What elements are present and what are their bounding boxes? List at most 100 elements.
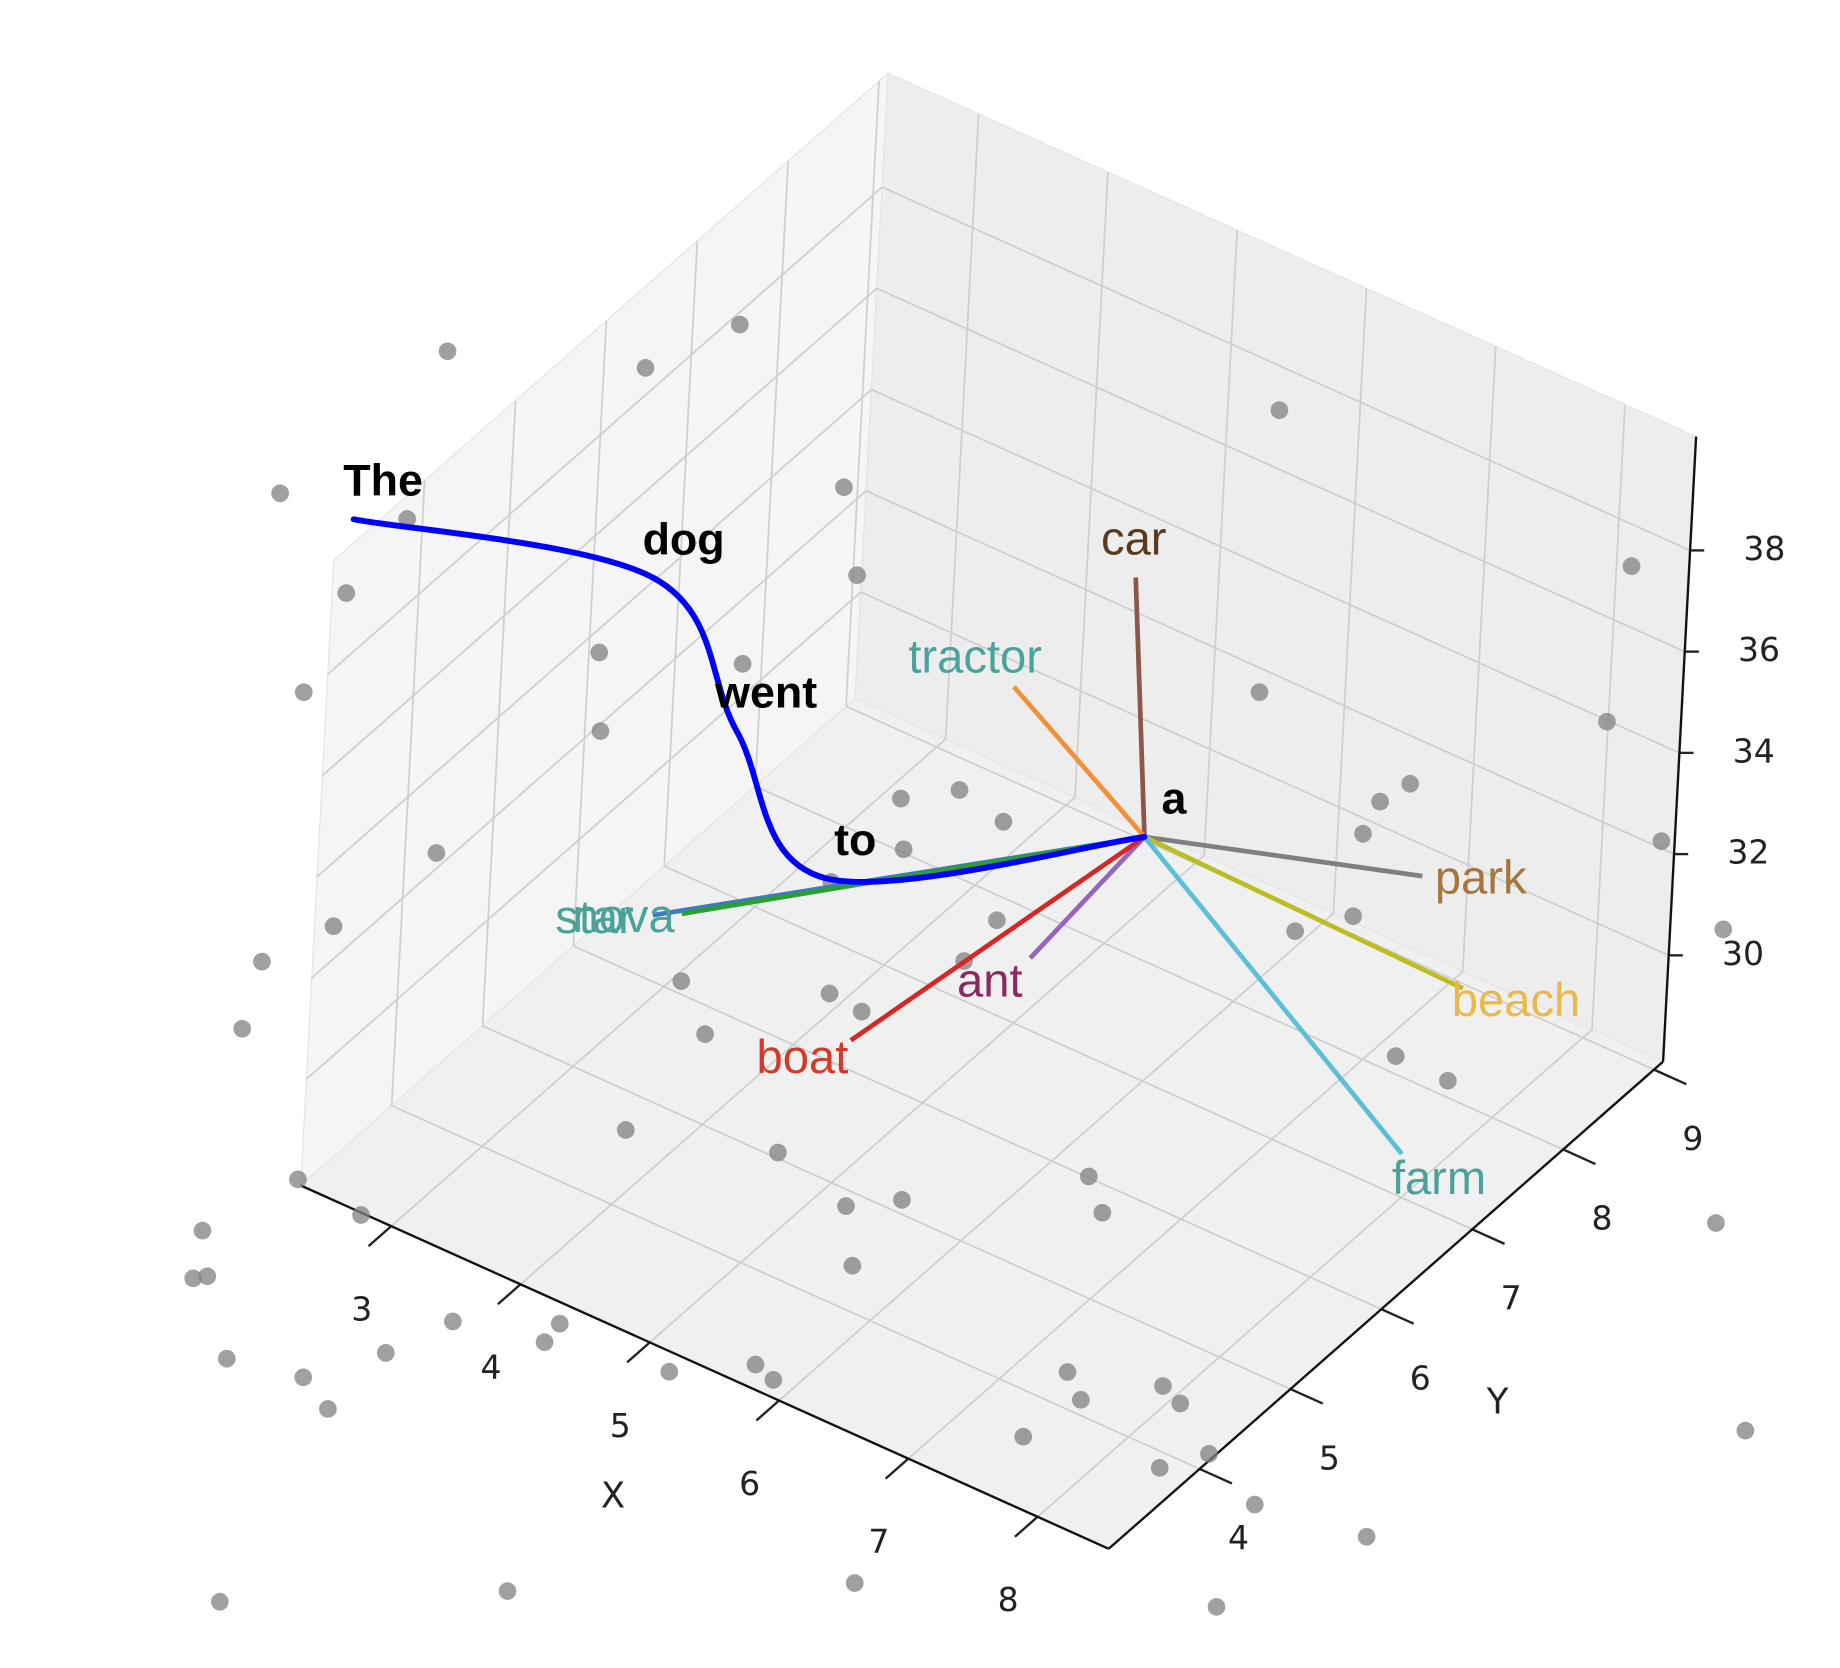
sentence-word: a: [1161, 773, 1187, 823]
grid-line: [876, 287, 1686, 653]
scatter-point: [535, 1333, 554, 1352]
grid-line: [1461, 346, 1497, 972]
x-tick-label: 8: [998, 1580, 1019, 1619]
neighbor-word: car: [1101, 512, 1167, 565]
scatter-point: [337, 584, 356, 602]
grid-line: [871, 388, 1680, 754]
grid-line: [391, 1104, 1200, 1470]
x-tick-label: 6: [739, 1464, 760, 1503]
grid-line: [573, 945, 1382, 1311]
scatter-point: [1371, 792, 1389, 811]
grid-line: [907, 970, 1464, 1460]
scatter-point: [769, 1143, 787, 1162]
scatter-point: [660, 1362, 679, 1381]
scatter-point: [1652, 832, 1671, 851]
scatter-point: [217, 1349, 236, 1368]
scatter-point: [845, 1574, 864, 1592]
x-axis-label: X: [601, 1476, 625, 1517]
z-tick-label: 32: [1727, 833, 1769, 872]
z-tick-label: 30: [1722, 934, 1764, 973]
neighbor-word: park: [1435, 851, 1527, 904]
grid-line: [572, 320, 608, 946]
x-tick: [884, 1457, 910, 1480]
scatter-point: [319, 1400, 337, 1418]
scatter-point: [696, 1025, 714, 1043]
neighbor-word: ant: [957, 953, 1023, 1006]
scatter-point: [193, 1221, 212, 1240]
scatter-point: [210, 1592, 229, 1611]
scatter-point: [233, 1019, 252, 1038]
y-tick-label: 4: [1228, 1518, 1249, 1557]
scatter-point: [1401, 774, 1420, 793]
y-axis-label: Y: [1486, 1382, 1509, 1423]
scatter-point: [636, 359, 655, 377]
scatter-point: [843, 1256, 862, 1275]
scatter-point: [764, 1371, 783, 1389]
y-tick: [1562, 1148, 1596, 1166]
scatter-point: [1357, 1527, 1376, 1546]
scatter-point: [1344, 907, 1363, 926]
scatter-point: [1286, 922, 1304, 941]
scatter-point: [324, 917, 343, 936]
grid-line: [663, 865, 1473, 1231]
x-tick: [367, 1225, 393, 1248]
sentence-word: dog: [643, 515, 725, 565]
scatter-point: [1072, 1390, 1090, 1409]
grid-line: [1203, 230, 1239, 856]
neighbor-word: farm: [1392, 1151, 1486, 1204]
scatter-point: [733, 654, 752, 673]
y-tick: [1289, 1387, 1324, 1405]
scatter-point: [1058, 1363, 1077, 1381]
x-tick-label: 7: [868, 1522, 889, 1561]
x-tick: [1014, 1515, 1039, 1538]
sentence-word: The: [343, 456, 423, 506]
y-tick-label: 5: [1319, 1438, 1340, 1477]
scatter-point: [1245, 1495, 1264, 1514]
scatter-point: [438, 342, 457, 361]
scatter-point: [994, 812, 1013, 831]
y-tick-label: 7: [1501, 1279, 1522, 1318]
grid-line: [1037, 1029, 1593, 1518]
z-axis: [1661, 436, 1698, 1062]
grid-line: [663, 240, 699, 867]
scatter-point: [1736, 1421, 1755, 1440]
scatter-point: [1200, 1444, 1218, 1463]
scatter-point: [1093, 1203, 1112, 1222]
scatter-point: [1154, 1377, 1172, 1395]
scatter-point: [1354, 824, 1372, 843]
scatter-point: [1714, 920, 1733, 939]
y-tick-label: 6: [1410, 1358, 1431, 1397]
sentence-path: [350, 516, 1148, 885]
grid-line: [482, 1024, 1291, 1390]
grid-line: [390, 480, 426, 1106]
grid-line: [481, 400, 517, 1026]
scatter-point: [730, 315, 749, 334]
scatter-point: [1386, 1047, 1405, 1065]
sentence-word: went: [714, 668, 817, 718]
scatter-point: [198, 1267, 217, 1286]
y-axis: [1107, 1060, 1664, 1550]
scatter-point: [271, 484, 289, 503]
x-tick: [755, 1399, 780, 1422]
neighbor-line: [1133, 577, 1147, 837]
grid-line: [865, 490, 1675, 855]
scatter-point: [1707, 1214, 1725, 1232]
neighbor-word: nova: [572, 889, 675, 942]
x-tick-label: 3: [351, 1290, 372, 1329]
scatter-point: [498, 1582, 517, 1600]
scatter-point: [1622, 557, 1641, 576]
x-tick-label: 5: [610, 1406, 631, 1445]
z-tick-label: 36: [1738, 630, 1780, 669]
grid-line: [327, 186, 883, 675]
scatter-point: [184, 1269, 202, 1288]
scatter-point: [289, 1170, 307, 1189]
grid-line: [321, 287, 878, 777]
scatter-point: [1598, 712, 1616, 731]
grid-line: [860, 591, 1670, 957]
scatter-point: [1270, 401, 1289, 420]
neighbor-line: [1012, 685, 1147, 839]
z-tick-label: 34: [1733, 731, 1775, 770]
neighbor-word: beach: [1452, 973, 1580, 1026]
grid-line: [1332, 288, 1368, 914]
